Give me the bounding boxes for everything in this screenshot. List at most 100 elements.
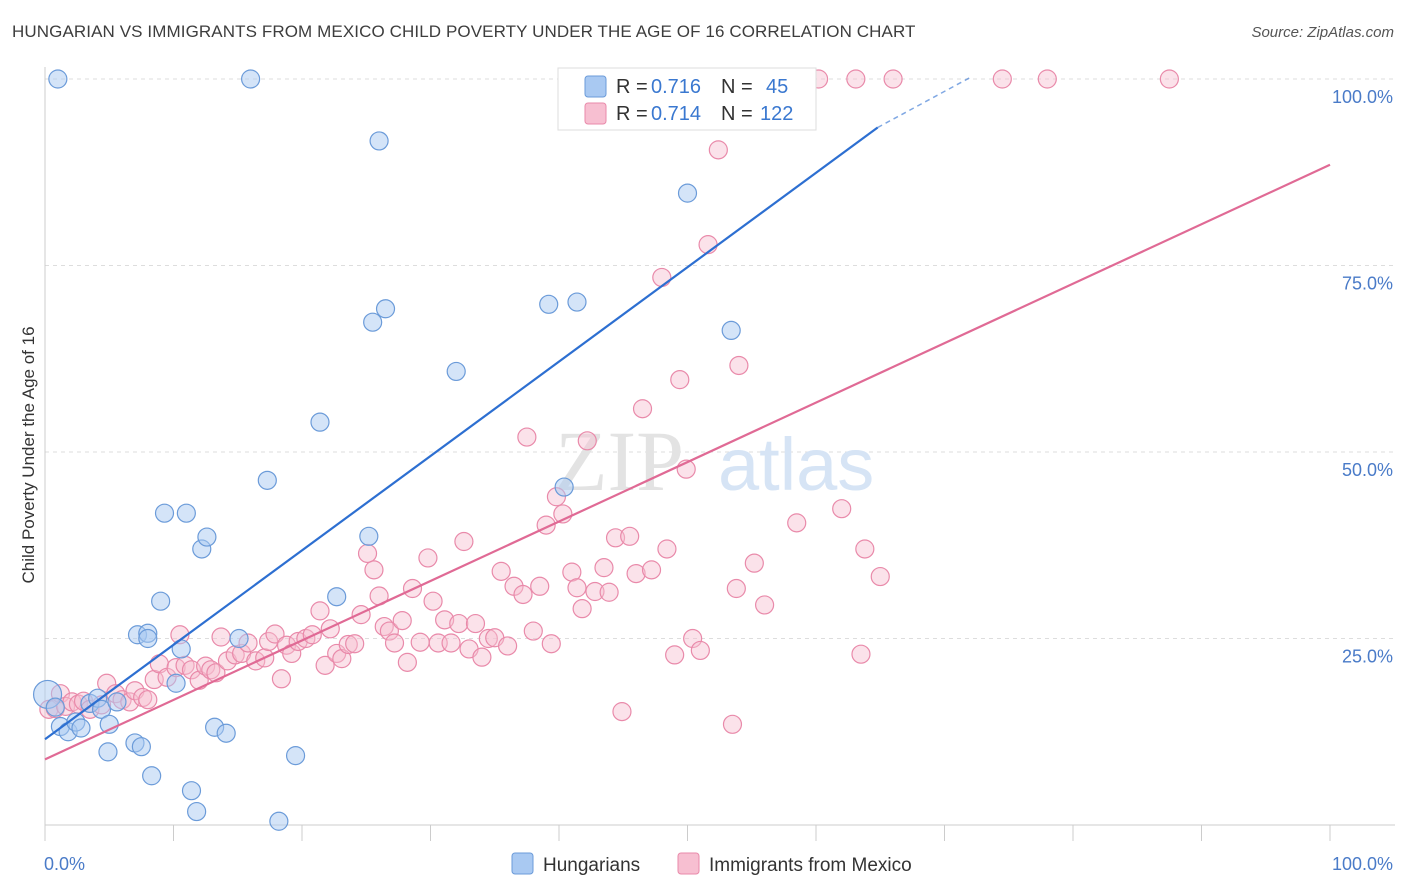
x-tick-label: 100.0% xyxy=(1332,854,1393,874)
tick-labels: 25.0% 50.0% 75.0% 100.0% 0.0% 100.0% xyxy=(44,87,1393,874)
mexico-trendline xyxy=(44,163,1331,761)
mexico-point xyxy=(435,610,455,630)
mexico-point xyxy=(729,355,749,376)
mexico-point xyxy=(870,566,890,587)
legend-n-value-2: 122 xyxy=(760,103,793,125)
y-tick-label: 25.0% xyxy=(1342,647,1393,667)
legend-swatch-hungarians xyxy=(584,75,607,98)
mexico-point xyxy=(491,561,511,581)
mexico-point xyxy=(517,427,537,447)
mexico-point xyxy=(523,621,543,641)
mexico-point xyxy=(441,633,461,653)
mexico-point xyxy=(258,631,279,652)
hungarians-point xyxy=(166,673,186,693)
bottom-legend: Hungarians Immigrants from Mexico xyxy=(511,852,912,876)
legend-n-value-1: 45 xyxy=(766,76,788,98)
mexico-point xyxy=(1159,69,1179,89)
y-axis-label: Child Poverty Under the Age of 16 xyxy=(19,326,38,583)
bottom-legend-hungarians: Hungarians xyxy=(543,855,640,876)
chart-title: HUNGARIAN VS IMMIGRANTS FROM MEXICO CHIL… xyxy=(12,22,916,41)
hungarians-point xyxy=(48,69,68,89)
mexico-point xyxy=(465,613,486,634)
hungarians-point xyxy=(285,746,306,766)
mexico-point xyxy=(541,634,561,654)
hungarians-point xyxy=(310,412,330,432)
mexico-point xyxy=(454,531,474,552)
mexico-point xyxy=(754,595,775,615)
mexico-point xyxy=(265,624,285,644)
mexico-point xyxy=(726,578,746,599)
mexico-point xyxy=(855,539,875,559)
hungarians-point xyxy=(216,723,236,743)
mexico-point xyxy=(211,627,231,647)
hungarians-point xyxy=(375,299,396,319)
mexico-point xyxy=(364,560,384,580)
source-credit: Source: ZipAtlas.com xyxy=(1251,24,1394,41)
mexico-point xyxy=(530,576,550,596)
mexico-point xyxy=(271,669,292,689)
mexico-point xyxy=(722,714,743,734)
mexico-point xyxy=(744,553,764,573)
mexico-point xyxy=(449,613,469,634)
trendlines xyxy=(44,76,1331,761)
mexico-point xyxy=(332,649,352,669)
mexico-point xyxy=(410,632,430,652)
hungarians-point xyxy=(241,69,261,89)
x-tick-label: 0.0% xyxy=(44,854,85,874)
mexico-point xyxy=(585,581,605,602)
mexico-point xyxy=(513,584,533,605)
legend-r-label-1: R = xyxy=(616,76,648,98)
mexico-point xyxy=(690,640,710,661)
hungarians-point xyxy=(677,183,698,203)
series-mexico-points xyxy=(39,69,1179,734)
mexico-point xyxy=(683,628,703,649)
bottom-legend-mexico: Immigrants from Mexico xyxy=(709,855,912,876)
mexico-point xyxy=(641,560,662,580)
mexico-point xyxy=(418,548,438,568)
hungarians-point xyxy=(91,699,112,719)
mexico-point xyxy=(657,539,677,559)
mexico-point xyxy=(620,526,640,546)
hungarians-point xyxy=(269,811,289,831)
hungarians-point xyxy=(197,527,217,547)
mexico-point xyxy=(883,69,903,89)
hungarians-point xyxy=(539,294,559,314)
mexico-point xyxy=(787,513,807,533)
hungarians-trendline xyxy=(44,126,879,741)
mexico-point xyxy=(345,634,365,654)
mexico-point xyxy=(567,578,587,598)
legend-n-label-2: N = xyxy=(721,103,753,125)
mexico-point xyxy=(612,702,632,722)
mexico-point xyxy=(708,140,728,160)
legend-r-value-2: 0.714 xyxy=(651,103,701,125)
mexico-point xyxy=(351,605,371,625)
hungarians-point xyxy=(187,801,207,822)
mexico-point xyxy=(338,634,358,655)
hungarians-point xyxy=(567,292,587,312)
hungarians-point xyxy=(229,628,249,649)
mexico-point xyxy=(1037,69,1057,89)
mexico-point xyxy=(384,633,405,653)
mexico-point xyxy=(652,267,672,288)
hungarians-point xyxy=(71,718,91,738)
grid-lines xyxy=(45,78,1395,639)
watermark: ZIP atlas xyxy=(555,413,874,509)
hungarians-point xyxy=(359,526,379,546)
mexico-point xyxy=(992,69,1012,89)
legend-box: R = 0.716 N = 45 R = 0.714 N = 122 xyxy=(557,67,817,131)
mexico-point xyxy=(392,610,412,631)
hungarians-point xyxy=(327,587,347,607)
mexico-point xyxy=(594,558,614,578)
mexico-point xyxy=(665,645,685,665)
hungarians-point xyxy=(45,697,65,717)
mexico-point xyxy=(357,543,378,564)
hungarians-point xyxy=(151,591,171,611)
hungarians-point xyxy=(363,312,383,332)
mexico-point xyxy=(196,656,216,676)
mexico-point xyxy=(832,499,852,519)
hungarians-point xyxy=(181,781,202,801)
mexico-point xyxy=(605,528,626,548)
bottom-legend-swatch-mexico xyxy=(677,852,700,875)
hungarians-point xyxy=(176,503,196,523)
